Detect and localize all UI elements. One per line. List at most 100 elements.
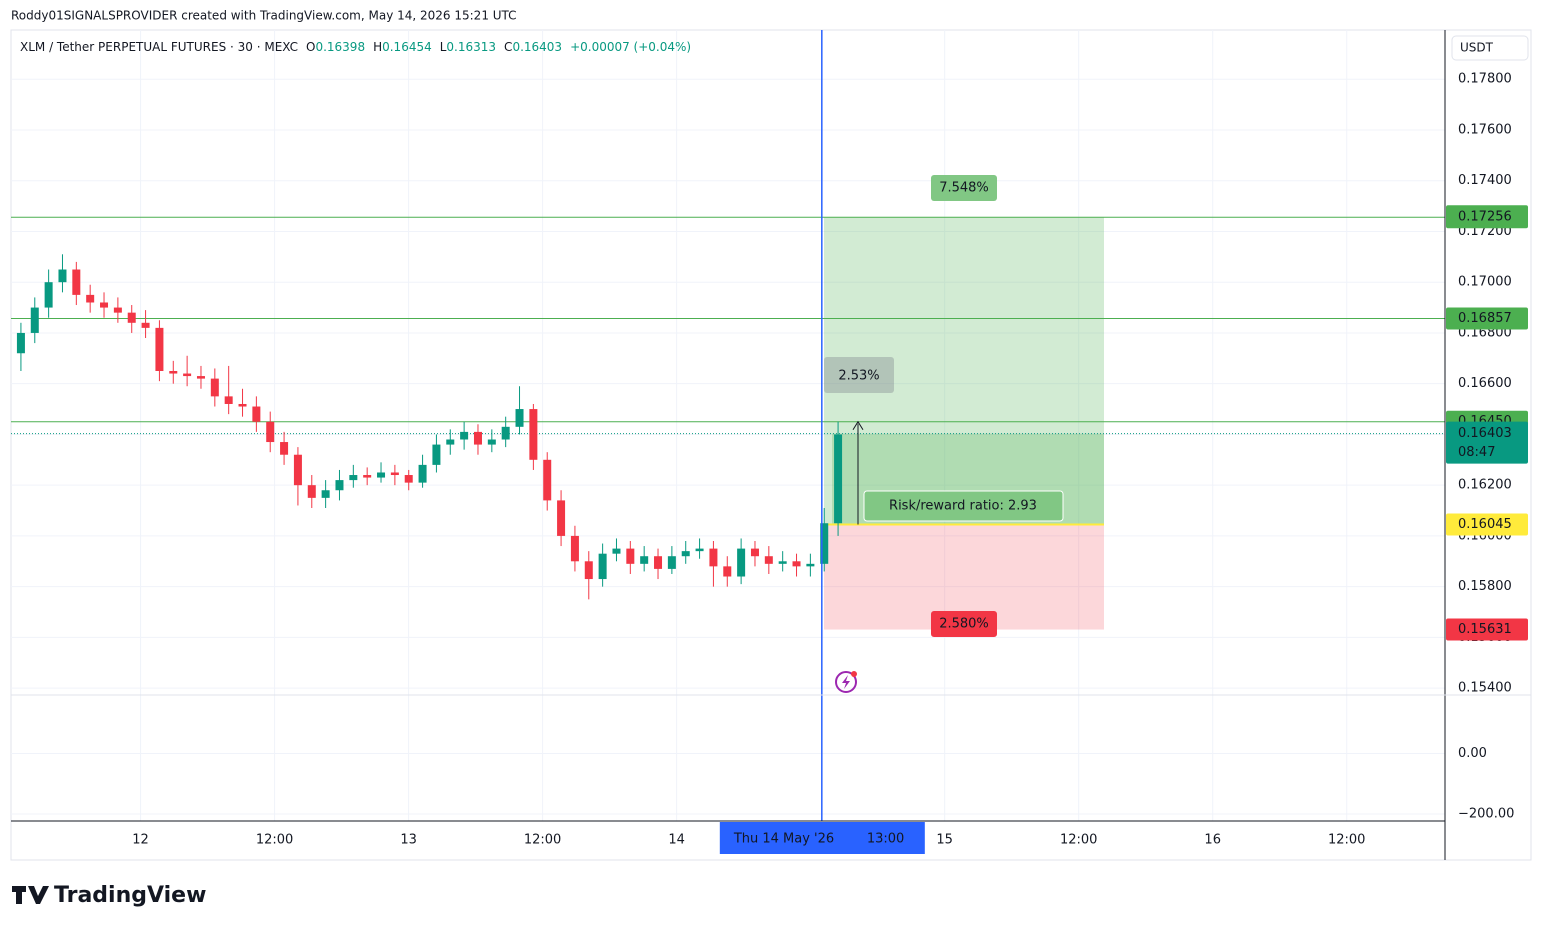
last-price-bg bbox=[1446, 421, 1528, 464]
candle-body bbox=[834, 434, 843, 524]
candle-body bbox=[335, 480, 344, 491]
candle-body bbox=[820, 523, 829, 564]
y-tick-label: 0.17600 bbox=[1458, 122, 1512, 137]
x-tick-label: 15 bbox=[936, 833, 953, 848]
candle-body bbox=[501, 426, 510, 440]
target-zone bbox=[824, 217, 1104, 525]
candle-body bbox=[390, 472, 399, 476]
price-label-bg bbox=[1446, 307, 1528, 330]
price-label: 0.16045 bbox=[1458, 517, 1512, 532]
target-label-bg bbox=[931, 175, 997, 201]
price-label: 0.16857 bbox=[1458, 311, 1512, 326]
x-tick-label: 12:00 bbox=[256, 833, 293, 848]
logo-text: TradingView bbox=[54, 883, 206, 908]
candle-body bbox=[293, 454, 302, 486]
stop-label-bg bbox=[931, 611, 997, 637]
x-tick-label: 12:00 bbox=[1328, 833, 1365, 848]
grid bbox=[11, 30, 1445, 821]
countdown-label: 08:47 bbox=[1458, 445, 1495, 460]
candle-body bbox=[363, 475, 372, 478]
candle-body bbox=[196, 376, 205, 379]
candle-body bbox=[30, 307, 39, 333]
crosshair-date: Thu 14 May '26 bbox=[733, 832, 834, 847]
candle-body bbox=[44, 282, 53, 308]
candle-body bbox=[473, 431, 482, 445]
candle-body bbox=[654, 556, 663, 569]
candle-body bbox=[806, 563, 815, 567]
ratio-label: Risk/reward ratio: 2.93 bbox=[889, 499, 1037, 514]
candle-body bbox=[446, 439, 455, 445]
y-tick-label: 0.15800 bbox=[1458, 579, 1512, 594]
candle-body bbox=[404, 475, 413, 483]
candle-body bbox=[543, 459, 552, 501]
tv-logo: TradingView bbox=[12, 883, 206, 908]
candle-body bbox=[570, 535, 579, 562]
alert-dot bbox=[851, 671, 857, 677]
x-tick-label: 12 bbox=[132, 833, 149, 848]
candle-body bbox=[266, 421, 275, 443]
candle-body bbox=[764, 556, 773, 564]
y2-tick-label: −200.00 bbox=[1458, 807, 1514, 822]
candle-body bbox=[141, 322, 150, 328]
y2-tick-label: 0.00 bbox=[1458, 746, 1487, 761]
candle-body bbox=[238, 403, 247, 407]
y-tick-label: 0.17400 bbox=[1458, 173, 1512, 188]
chart-frame bbox=[10, 29, 1532, 861]
credit: Roddy01SIGNALSPROVIDER created with Trad… bbox=[11, 9, 517, 23]
candle-body bbox=[709, 548, 718, 567]
x-tick-label: 12:00 bbox=[524, 833, 561, 848]
alert-icon[interactable] bbox=[835, 671, 857, 693]
candle-body bbox=[321, 490, 330, 498]
price-label-bg bbox=[1446, 206, 1528, 229]
price-label-bg bbox=[1446, 513, 1528, 536]
candle-body bbox=[307, 485, 316, 498]
stop-label: 2.580% bbox=[939, 617, 989, 632]
candle-body bbox=[349, 475, 358, 481]
candle-body bbox=[640, 556, 649, 564]
price-label: 0.15631 bbox=[1458, 622, 1512, 637]
y-tick-label: 0.15400 bbox=[1458, 681, 1512, 696]
x-tick-label: 14 bbox=[668, 833, 685, 848]
x-tick-label: 13 bbox=[400, 833, 417, 848]
candle-body bbox=[460, 431, 469, 440]
logo-mark bbox=[12, 886, 49, 904]
alert-ring[interactable] bbox=[835, 671, 857, 693]
candle-body bbox=[210, 378, 219, 397]
candle-body bbox=[515, 409, 524, 427]
candle-body bbox=[86, 294, 95, 303]
x-tick-label: 16 bbox=[1204, 833, 1221, 848]
candle-body bbox=[723, 566, 732, 577]
candle-body bbox=[72, 269, 81, 295]
measure-arrow-head bbox=[852, 420, 864, 431]
currency-button[interactable] bbox=[1451, 35, 1529, 61]
candle-body bbox=[778, 561, 787, 564]
candle-body bbox=[252, 406, 261, 422]
y-tick-label: 0.16200 bbox=[1458, 478, 1512, 493]
candle-body bbox=[695, 548, 704, 552]
candle-body bbox=[529, 409, 538, 460]
legend: XLM / Tether PERPETUAL FUTURES · 30 · ME… bbox=[20, 40, 691, 54]
currency[interactable]: USDT bbox=[1460, 41, 1494, 55]
candle-body bbox=[681, 551, 690, 557]
candle-body bbox=[432, 444, 441, 465]
measure-box bbox=[824, 357, 894, 393]
measure-label: 2.53% bbox=[838, 369, 879, 384]
alert-bolt[interactable] bbox=[842, 675, 850, 689]
ratio-label-bg bbox=[863, 490, 1064, 522]
candle-body bbox=[487, 439, 496, 445]
axis: 0.178000.176000.174000.172000.170000.168… bbox=[132, 72, 1528, 854]
crosshair-label-bg bbox=[719, 822, 925, 854]
candle-body bbox=[418, 464, 427, 483]
candle-body bbox=[626, 548, 635, 564]
candle-body bbox=[100, 302, 109, 308]
x-tick-label: 12:00 bbox=[1060, 833, 1097, 848]
candle-body bbox=[280, 442, 289, 455]
candle-body bbox=[792, 561, 801, 567]
candle-body bbox=[58, 269, 67, 283]
candle-body bbox=[16, 332, 25, 354]
candle-body bbox=[155, 327, 164, 371]
candle-body bbox=[377, 472, 386, 478]
price-label: 0.17256 bbox=[1458, 210, 1512, 225]
